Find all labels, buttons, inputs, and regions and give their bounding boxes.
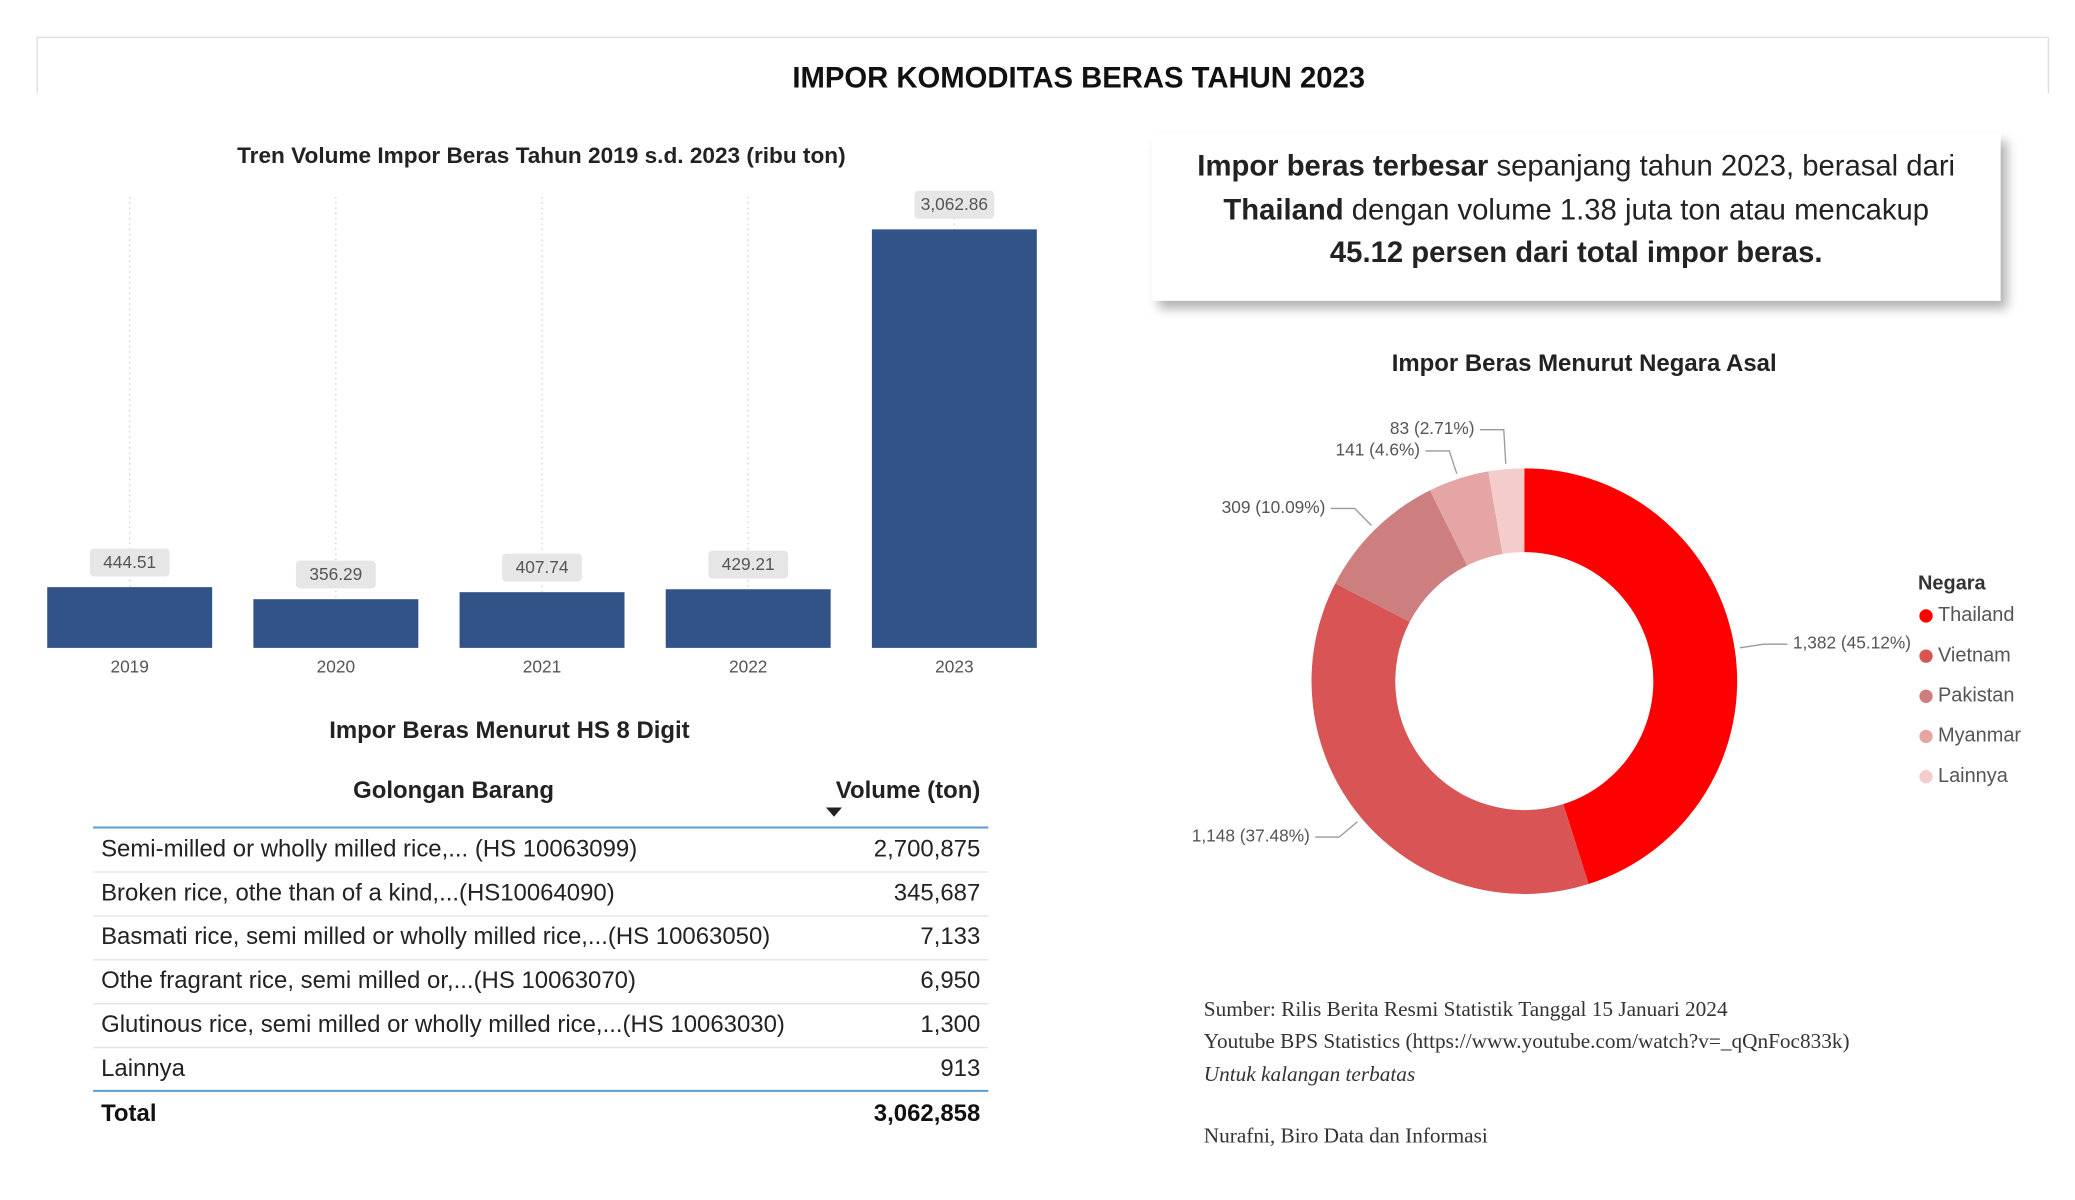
- bar: [47, 587, 213, 648]
- row-label: Lainnya: [101, 1055, 186, 1082]
- leader-line: [1330, 507, 1372, 526]
- page-title: IMPOR KOMODITAS BERAS TAHUN 2023: [792, 63, 1365, 95]
- bar-title: Tren Volume Impor Beras Tahun 2019 s.d. …: [237, 143, 846, 168]
- bar: [253, 599, 419, 648]
- callout-text: sepanjang tahun 2023, berasal dari: [1488, 150, 1955, 182]
- legend-marker: [1919, 649, 1933, 663]
- source: Youtube BPS Statistics (https://www.yout…: [1204, 1029, 1850, 1053]
- sort-icon: [826, 807, 842, 817]
- slice: [1488, 468, 1525, 554]
- slice: [1524, 468, 1738, 885]
- author: Nurafni, Biro Data dan Informasi: [1204, 1123, 1488, 1147]
- callout-line: 45.12 persen dari total impor beras.: [1330, 237, 1823, 269]
- row-value: 1,300: [920, 1011, 980, 1038]
- legend-label: Lainnya: [1938, 765, 2009, 787]
- callout-bold: 45.12 persen dari total impor beras.: [1330, 237, 1823, 269]
- label-box: [89, 548, 170, 577]
- callout-line: Impor beras terbesar sepanjang tahun 202…: [1197, 150, 1955, 182]
- row-value: 6,950: [920, 967, 980, 994]
- label-box: [295, 560, 376, 589]
- row-label: Glutinous rice, semi milled or wholly mi…: [101, 1011, 785, 1038]
- x-tick-label: 2019: [110, 656, 148, 676]
- data-label: 3,062.86: [921, 194, 988, 214]
- callout-bold: Impor beras terbesar: [1197, 150, 1488, 182]
- legend-label: Pakistan: [1938, 685, 2014, 707]
- legend-marker: [1919, 769, 1933, 784]
- x-tick-label: 2023: [935, 656, 973, 676]
- legend-marker: [1919, 729, 1933, 744]
- data-label: 407.74: [516, 557, 569, 577]
- bar: [665, 589, 831, 648]
- row-label: Basmati rice, semi milled or wholly mill…: [101, 923, 770, 950]
- table-header: Volume (ton): [836, 777, 980, 804]
- slice: [1429, 471, 1503, 566]
- legend-label: Thailand: [1938, 604, 2014, 626]
- x-tick-label: 2022: [729, 656, 767, 676]
- row-label: Broken rice, othe than of a kind,...(HS1…: [101, 879, 615, 906]
- row-value: 7,133: [920, 923, 980, 950]
- table-title: Impor Beras Menurut HS 8 Digit: [329, 717, 689, 744]
- data-label: 356.29: [309, 564, 362, 584]
- label-box: [914, 190, 995, 219]
- data-label: 444.51: [103, 552, 156, 572]
- total-label: Total: [101, 1100, 156, 1127]
- callout-bold: Thailand: [1223, 194, 1343, 226]
- callout-box: [1151, 133, 2001, 301]
- data-label: 1,382 (45.12%): [1793, 633, 1911, 653]
- x-tick-label: 2020: [317, 656, 355, 676]
- leader-line: [1315, 821, 1358, 838]
- row-value: 913: [940, 1055, 980, 1082]
- total-value: 3,062,858: [874, 1100, 981, 1127]
- note: Untuk kalangan terbatas: [1204, 1062, 1415, 1086]
- row-label: Othe fragrant rice, semi milled or,...(H…: [101, 967, 636, 994]
- callout-line: Thailand dengan volume 1.38 juta ton ata…: [1223, 194, 1929, 226]
- data-label: 429.21: [722, 554, 775, 574]
- table-header: Golongan Barang: [353, 777, 554, 804]
- bar: [459, 592, 625, 648]
- x-tick-label: 2021: [523, 656, 561, 676]
- slice: [1335, 490, 1468, 622]
- bar: [871, 229, 1037, 648]
- source: Sumber: Rilis Berita Resmi Statistik Tan…: [1204, 997, 1728, 1021]
- legend-title: Negara: [1918, 572, 1987, 594]
- slice: [1311, 583, 1589, 894]
- leader-line: [1739, 643, 1788, 649]
- data-label: 141 (4.6%): [1336, 440, 1421, 460]
- legend-label: Myanmar: [1938, 725, 2021, 747]
- label-box: [708, 550, 789, 579]
- callout-text: dengan volume 1.38 juta ton atau mencaku…: [1344, 194, 1929, 226]
- row-label: Semi-milled or wholly milled rice,... (H…: [101, 835, 637, 862]
- data-label: 1,148 (37.48%): [1192, 826, 1310, 846]
- data-label: 309 (10.09%): [1222, 497, 1326, 517]
- row-value: 345,687: [894, 879, 981, 906]
- data-label: 83 (2.71%): [1390, 418, 1475, 438]
- legend-marker: [1919, 689, 1933, 703]
- frame: [36, 36, 2050, 94]
- legend-marker: [1919, 609, 1933, 623]
- row-value: 2,700,875: [874, 835, 981, 862]
- leader-line: [1479, 429, 1507, 464]
- pie-title: Impor Beras Menurut Negara Asal: [1392, 350, 1777, 377]
- leader-line: [1425, 450, 1458, 474]
- label-box: [502, 553, 582, 582]
- legend-label: Vietnam: [1938, 644, 2011, 666]
